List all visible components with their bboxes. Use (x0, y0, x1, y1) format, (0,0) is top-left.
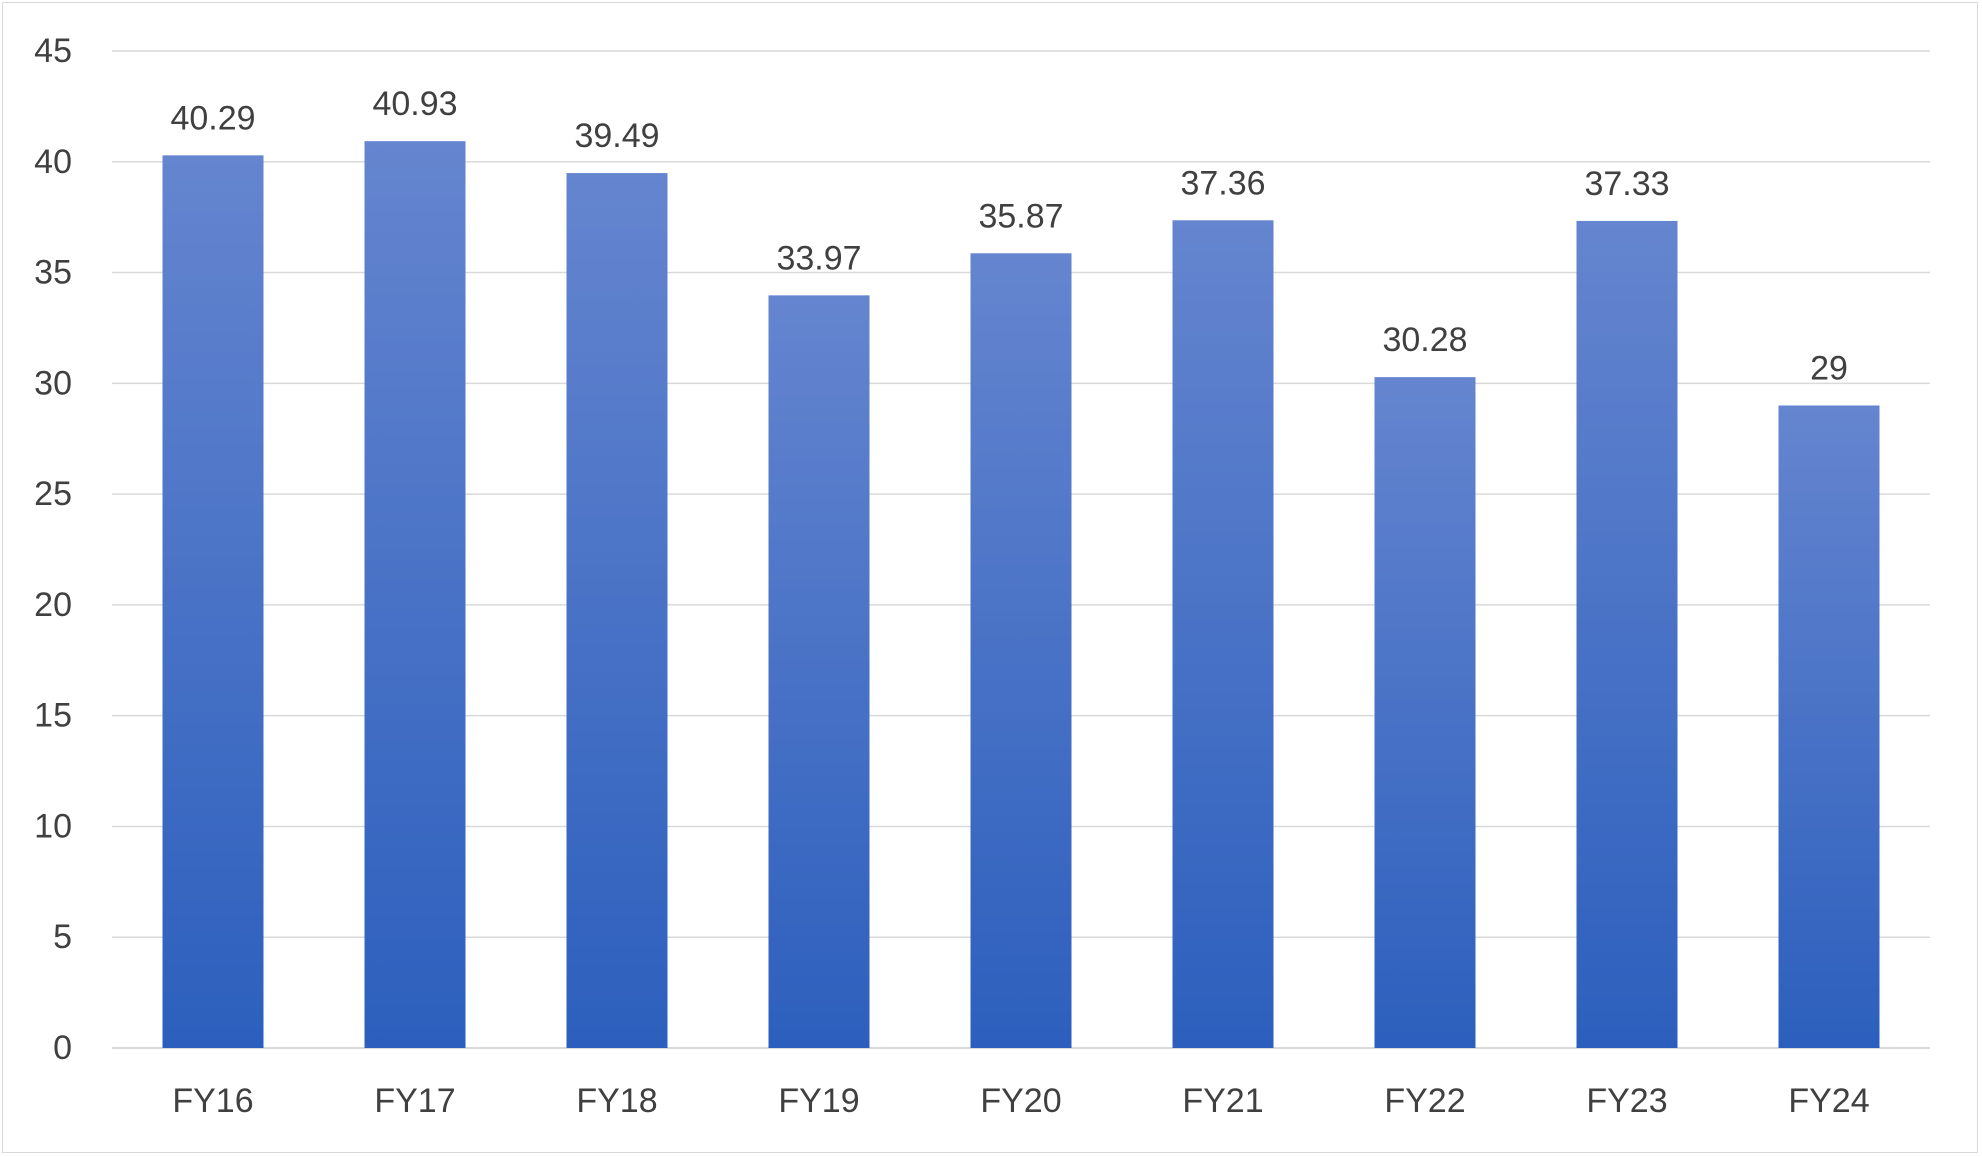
x-tick-label-FY21: FY21 (1182, 1082, 1263, 1120)
x-tick-label-FY17: FY17 (374, 1082, 455, 1120)
y-tick-label: 10 (34, 807, 72, 845)
x-tick-label-FY24: FY24 (1788, 1082, 1869, 1120)
data-label-FY19: 33.97 (776, 239, 861, 277)
y-tick-label: 25 (34, 475, 72, 513)
bar-FY17 (364, 141, 466, 1049)
y-tick-label: 5 (53, 918, 72, 956)
data-label-FY16: 40.29 (170, 99, 255, 137)
y-tick-label: 35 (34, 254, 72, 292)
x-tick-label-FY16: FY16 (172, 1082, 253, 1120)
data-label-FY24: 29 (1810, 349, 1848, 387)
data-label-FY17: 40.93 (372, 85, 457, 123)
x-tick-label-FY23: FY23 (1586, 1082, 1667, 1120)
y-tick-label: 20 (34, 586, 72, 624)
bar-FY23 (1576, 220, 1678, 1048)
x-tick-label-FY20: FY20 (980, 1082, 1061, 1120)
data-label-FY22: 30.28 (1382, 321, 1467, 359)
y-tick-label: 15 (34, 697, 72, 735)
x-axis-tick-labels: FY16 FY17 FY18 FY19 FY20 FY21 FY22 FY23 FY24 (172, 1082, 1869, 1120)
data-label-FY20: 35.87 (978, 197, 1063, 235)
x-tick-label-FY18: FY18 (576, 1082, 657, 1120)
bar-FY22 (1374, 377, 1476, 1049)
data-label-FY21: 37.36 (1180, 164, 1265, 202)
bar-FY18 (566, 173, 668, 1048)
y-tick-label: 30 (34, 364, 72, 402)
bar-FY20 (970, 253, 1072, 1049)
x-tick-label-FY19: FY19 (778, 1082, 859, 1120)
x-tick-label-FY22: FY22 (1384, 1082, 1465, 1120)
data-labels: 40.29 40.93 39.49 33.97 35.87 37.36 30.28 37.33… (170, 85, 1847, 387)
bar-FY19 (768, 295, 870, 1049)
bar-FY24 (1778, 405, 1880, 1048)
y-tick-label: 45 (34, 32, 72, 70)
y-tick-label: 40 (34, 143, 72, 181)
y-tick-label: 0 (53, 1029, 72, 1067)
bars (162, 141, 1880, 1049)
data-label-FY23: 37.33 (1584, 165, 1669, 203)
y-axis-tick-labels: 0 5 10 15 20 25 30 35 40 45 (34, 32, 72, 1067)
bar-FY21 (1172, 220, 1274, 1049)
data-label-FY18: 39.49 (574, 117, 659, 155)
bar-FY16 (162, 155, 264, 1048)
